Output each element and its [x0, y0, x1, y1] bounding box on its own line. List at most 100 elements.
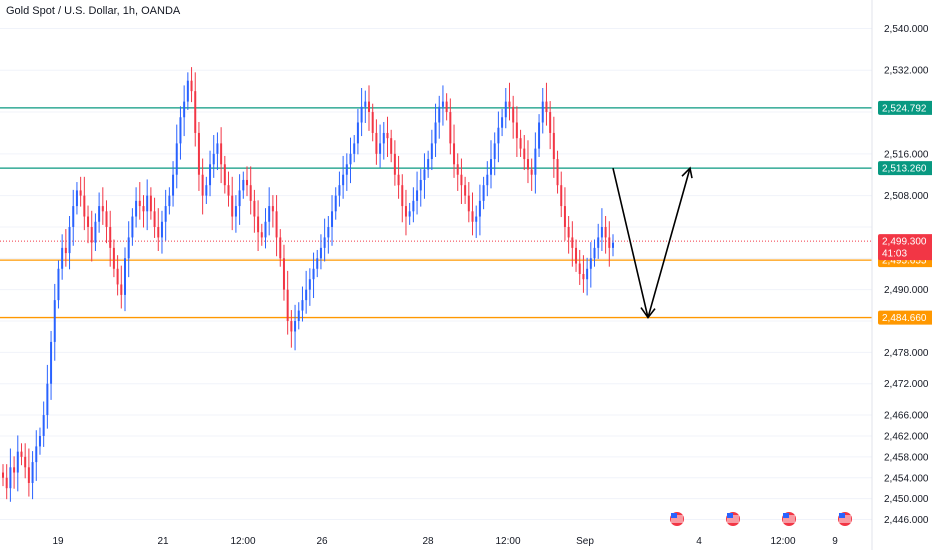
candle-body [441, 101, 444, 107]
candle-body [563, 206, 566, 227]
y-tick-label: 2,466.000 [884, 411, 929, 422]
candle-body [323, 237, 326, 248]
candle-body [460, 174, 463, 186]
candle-body [401, 185, 404, 207]
candle-body [345, 164, 348, 175]
level-badge [878, 161, 932, 176]
x-tick-label: 19 [52, 536, 64, 547]
candle-body [260, 232, 263, 238]
candle-body [212, 153, 215, 165]
candle-body [61, 247, 64, 269]
y-tick-label: 2,540.000 [884, 24, 929, 35]
candle-body [338, 185, 341, 196]
candle-body [534, 148, 537, 175]
candle-body [327, 226, 330, 238]
candle-body [549, 112, 552, 133]
candle-body [604, 226, 607, 238]
candle-body [46, 383, 49, 416]
candle-body [419, 179, 422, 191]
candle-body [164, 206, 167, 222]
us-flag-icon [670, 512, 684, 526]
candle-body [545, 101, 548, 113]
grid [0, 27, 872, 521]
candle-body [305, 289, 308, 301]
candle-body [297, 310, 300, 322]
event-flags [670, 512, 852, 526]
candle-body [493, 143, 496, 160]
candle-body [275, 211, 278, 238]
candle-body [427, 159, 430, 170]
candle-body [223, 164, 226, 186]
candle-body [508, 101, 511, 107]
candle-body [541, 101, 544, 123]
candle-body [497, 127, 500, 144]
candle-body [50, 341, 53, 384]
y-axis: 2,446.000 2,450.000 2,454.000 2,458.000 2,46… [871, 0, 929, 550]
x-tick-label: 4 [696, 536, 702, 547]
candle-body [231, 195, 234, 217]
candle-body [612, 242, 614, 248]
candle-body [364, 101, 367, 107]
level-badge [878, 310, 932, 325]
candle-body [2, 472, 4, 478]
y-tick-label: 2,454.000 [884, 473, 929, 484]
candle-body [9, 467, 12, 489]
candle-body [186, 80, 189, 102]
x-tick-label: 12:00 [495, 536, 520, 547]
candle-body [430, 143, 433, 160]
x-tick-label: 12:00 [770, 536, 795, 547]
candle-body [234, 206, 237, 217]
candle-body [146, 195, 149, 212]
y-tick-label: 2,516.000 [884, 149, 929, 160]
candle-body [349, 153, 352, 165]
candle-body [120, 284, 123, 295]
candle-body [582, 274, 585, 280]
candle-body [408, 211, 411, 217]
y-tick-label: 2,462.000 [884, 431, 929, 442]
level-badge-text: 2,484.660 [882, 313, 927, 324]
candle-body [397, 174, 400, 186]
candle-body [27, 467, 30, 483]
candle-body [249, 185, 252, 201]
candle-body [98, 206, 101, 222]
candle-body [467, 195, 470, 212]
candle-body [490, 159, 492, 175]
y-tick-label: 2,532.000 [884, 66, 929, 77]
x-tick-label: Sep [576, 536, 594, 547]
candle-body [593, 247, 596, 259]
candle-body [227, 185, 230, 196]
candle-body [268, 206, 271, 222]
candle-body [135, 200, 138, 217]
candle-body [368, 101, 370, 113]
projection-arrowhead-down [640, 307, 656, 319]
candle-body [124, 258, 126, 295]
flag-canton [671, 513, 677, 518]
candle-body [271, 206, 274, 212]
candle-body [83, 195, 86, 217]
candles [2, 67, 614, 502]
candle-body [257, 216, 260, 233]
candle-body [501, 117, 504, 128]
candle-body [445, 101, 448, 113]
flag-canton [727, 513, 733, 518]
y-tick-label: 2,446.000 [884, 515, 929, 526]
candle-body [168, 195, 171, 207]
candle-body [205, 185, 208, 196]
candle-body [438, 106, 441, 123]
candle-body [393, 153, 396, 175]
candle-body [94, 221, 97, 243]
candle-body [301, 300, 304, 311]
flag-canton [839, 513, 845, 518]
candle-body [412, 200, 415, 212]
candle-body [75, 190, 78, 207]
candle-body [386, 132, 389, 139]
candle-body [242, 179, 245, 191]
candle-body [504, 101, 507, 118]
candle-body [220, 143, 223, 165]
current-price-badge-text: 2,499.300 [882, 237, 927, 248]
candle-body [31, 462, 34, 483]
candle-body [312, 268, 315, 280]
candle-body [149, 195, 152, 212]
candle-body [194, 91, 197, 133]
